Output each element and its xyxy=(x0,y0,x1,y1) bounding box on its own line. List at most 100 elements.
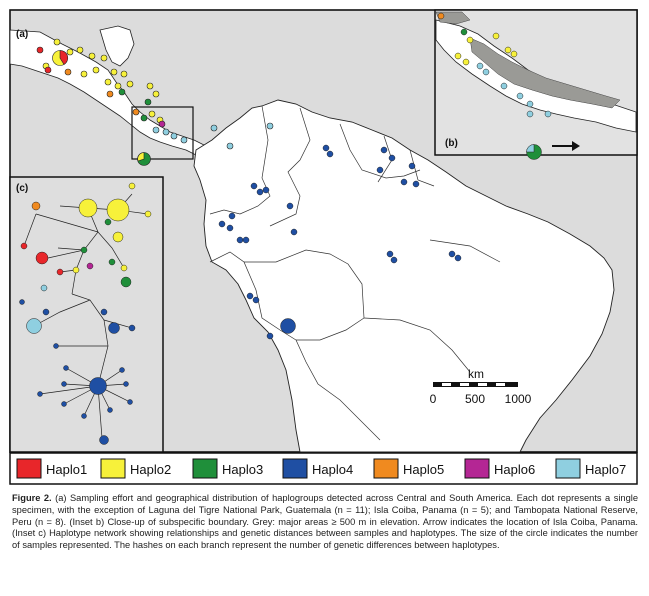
haplo-dot xyxy=(92,66,100,74)
haplo-dot xyxy=(388,154,396,162)
network-node xyxy=(107,407,113,413)
haplo-dot xyxy=(170,132,178,140)
inset-b-samples xyxy=(437,12,552,160)
haplo-dot xyxy=(64,68,72,76)
network-node xyxy=(31,201,41,211)
legend: Haplo1 Haplo2 Haplo3 Haplo4 Haplo5 Haplo… xyxy=(9,452,638,485)
haplo-dot xyxy=(76,46,84,54)
haplo-dot xyxy=(408,162,416,170)
haplo-dot xyxy=(210,124,218,132)
legend-item-haplo3: Haplo3 xyxy=(192,458,263,479)
inset-b-highlands xyxy=(469,37,621,109)
haplo-dot xyxy=(152,126,160,134)
haplo-dot xyxy=(466,36,474,44)
haplo-dot xyxy=(476,62,484,70)
legend-item-haplo7: Haplo7 xyxy=(555,458,626,479)
panel-label-a: (a) xyxy=(16,29,28,40)
legend-item-haplo4: Haplo4 xyxy=(282,458,353,479)
network-node xyxy=(127,399,133,405)
caption-label: Figure 2. xyxy=(12,493,52,503)
haplo-dot xyxy=(44,66,52,74)
haplo-dot xyxy=(246,292,254,300)
haplo-dot xyxy=(386,250,394,258)
network-node xyxy=(123,381,129,387)
haplo-dot xyxy=(376,166,384,174)
network-node xyxy=(37,391,43,397)
haplo-dot xyxy=(250,182,258,190)
network-node xyxy=(112,231,124,243)
legend-label: Haplo4 xyxy=(312,462,353,477)
haplo-dot xyxy=(290,228,298,236)
legend-item-haplo1: Haplo1 xyxy=(16,458,87,479)
haplo-pie-slice xyxy=(526,144,535,153)
haplo-dot xyxy=(266,332,274,340)
haplo-dot xyxy=(454,254,462,262)
caption-text: (a) Sampling effort and geographical dis… xyxy=(12,493,638,551)
network-node xyxy=(106,198,130,222)
haplo-dot xyxy=(256,188,264,196)
haplo-dot xyxy=(53,38,61,46)
legend-label: Haplo5 xyxy=(403,462,444,477)
haplo-dot xyxy=(36,46,44,54)
network-node xyxy=(108,322,120,334)
haplo-dot xyxy=(180,136,188,144)
haplo-dot xyxy=(412,180,420,188)
haplo-dot xyxy=(118,88,126,96)
legend-label: Haplo2 xyxy=(130,462,171,477)
haplo-dot xyxy=(448,250,456,258)
network-node xyxy=(120,276,132,288)
haplo-dot xyxy=(510,50,518,58)
network-node xyxy=(61,401,67,407)
panel-label-b: (b) xyxy=(445,138,458,149)
network-node xyxy=(72,266,80,274)
haplo-dot xyxy=(280,318,296,334)
network-node xyxy=(35,251,49,265)
country-borders xyxy=(209,105,501,441)
scale-tick-500: 500 xyxy=(465,392,485,406)
haplo-dot xyxy=(104,78,112,86)
legend-label: Haplo1 xyxy=(46,462,87,477)
haplo-dot xyxy=(454,52,462,60)
network-node xyxy=(61,381,67,387)
legend-item-haplo5: Haplo5 xyxy=(373,458,444,479)
haplo-dot xyxy=(500,82,508,90)
inset-b-gray-nw xyxy=(435,11,471,25)
network-node xyxy=(89,377,107,395)
haplo-dot xyxy=(110,68,118,76)
haplo-dot xyxy=(460,28,468,36)
haplo-dot xyxy=(544,110,552,118)
haplo-dot xyxy=(526,100,534,108)
network-node xyxy=(20,242,28,250)
haplo-dot xyxy=(66,48,74,56)
south-america-land xyxy=(193,99,615,453)
network-node xyxy=(56,268,64,276)
network-node xyxy=(119,367,125,373)
network-node xyxy=(120,264,128,272)
haplo-dot xyxy=(322,144,330,152)
haplo-dot xyxy=(266,122,274,130)
legend-item-haplo6: Haplo6 xyxy=(464,458,535,479)
haplo-pie-slice xyxy=(137,152,145,162)
haplo-pie-slice xyxy=(59,50,69,65)
haplo-dot xyxy=(504,46,512,54)
network-node xyxy=(128,324,136,332)
network-node xyxy=(42,308,50,316)
network-node xyxy=(63,365,69,371)
scale-unit-label: km xyxy=(468,367,484,381)
network-node xyxy=(99,435,109,445)
haplo-dot xyxy=(526,110,534,118)
network-node xyxy=(40,284,48,292)
scale-tick-0: 0 xyxy=(430,392,437,406)
south-america-samples xyxy=(218,144,462,340)
haplo-dot xyxy=(148,110,156,118)
haplo-dot xyxy=(226,224,234,232)
yucatan xyxy=(99,25,135,67)
zoom-box xyxy=(131,106,194,160)
central-america-samples xyxy=(36,38,274,166)
haplo-dot xyxy=(114,82,122,90)
haplo-dot xyxy=(380,146,388,154)
haplo-dot xyxy=(146,82,154,90)
haplo-dot xyxy=(162,128,170,136)
legend-label: Haplo7 xyxy=(585,462,626,477)
network-node xyxy=(104,218,112,226)
